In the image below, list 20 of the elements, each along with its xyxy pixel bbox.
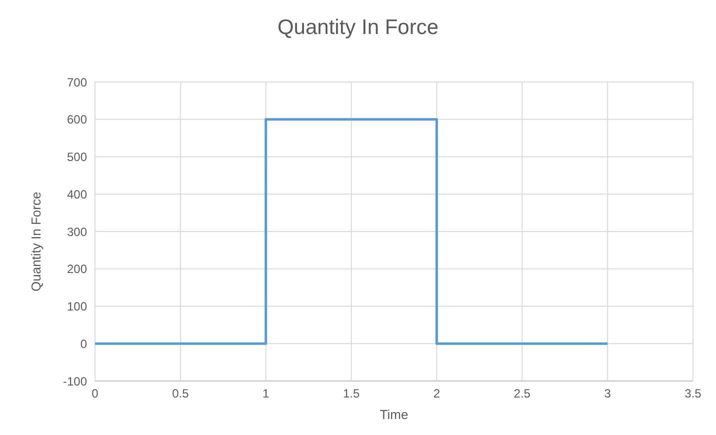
y-tick-label: 600 <box>66 112 88 127</box>
y-axis-title: Quantity In Force <box>28 192 44 292</box>
x-tick-label: 0.5 <box>172 386 190 401</box>
y-tick-label: -100 <box>62 374 88 388</box>
x-tick-label: 1 <box>262 386 270 401</box>
x-tick-label: 2.5 <box>514 386 531 401</box>
x-tick-label: 1.5 <box>342 386 360 401</box>
x-axis-title: Time <box>380 407 408 422</box>
y-tick-label: 400 <box>66 187 88 202</box>
y-tick-label: 200 <box>66 262 88 276</box>
y-tick-label: 0 <box>80 336 88 351</box>
y-tick-label: 700 <box>66 75 88 90</box>
x-tick-label: 2 <box>433 386 440 401</box>
y-tick-label: 500 <box>66 150 88 164</box>
y-tick-label: 300 <box>66 224 88 239</box>
y-tick-label: 100 <box>66 300 88 314</box>
x-tick-label: 3 <box>604 386 612 401</box>
x-tick-label: 0 <box>92 386 99 401</box>
x-tick-label: 3.5 <box>684 386 702 401</box>
chart-title: Quantity In Force <box>276 16 440 40</box>
